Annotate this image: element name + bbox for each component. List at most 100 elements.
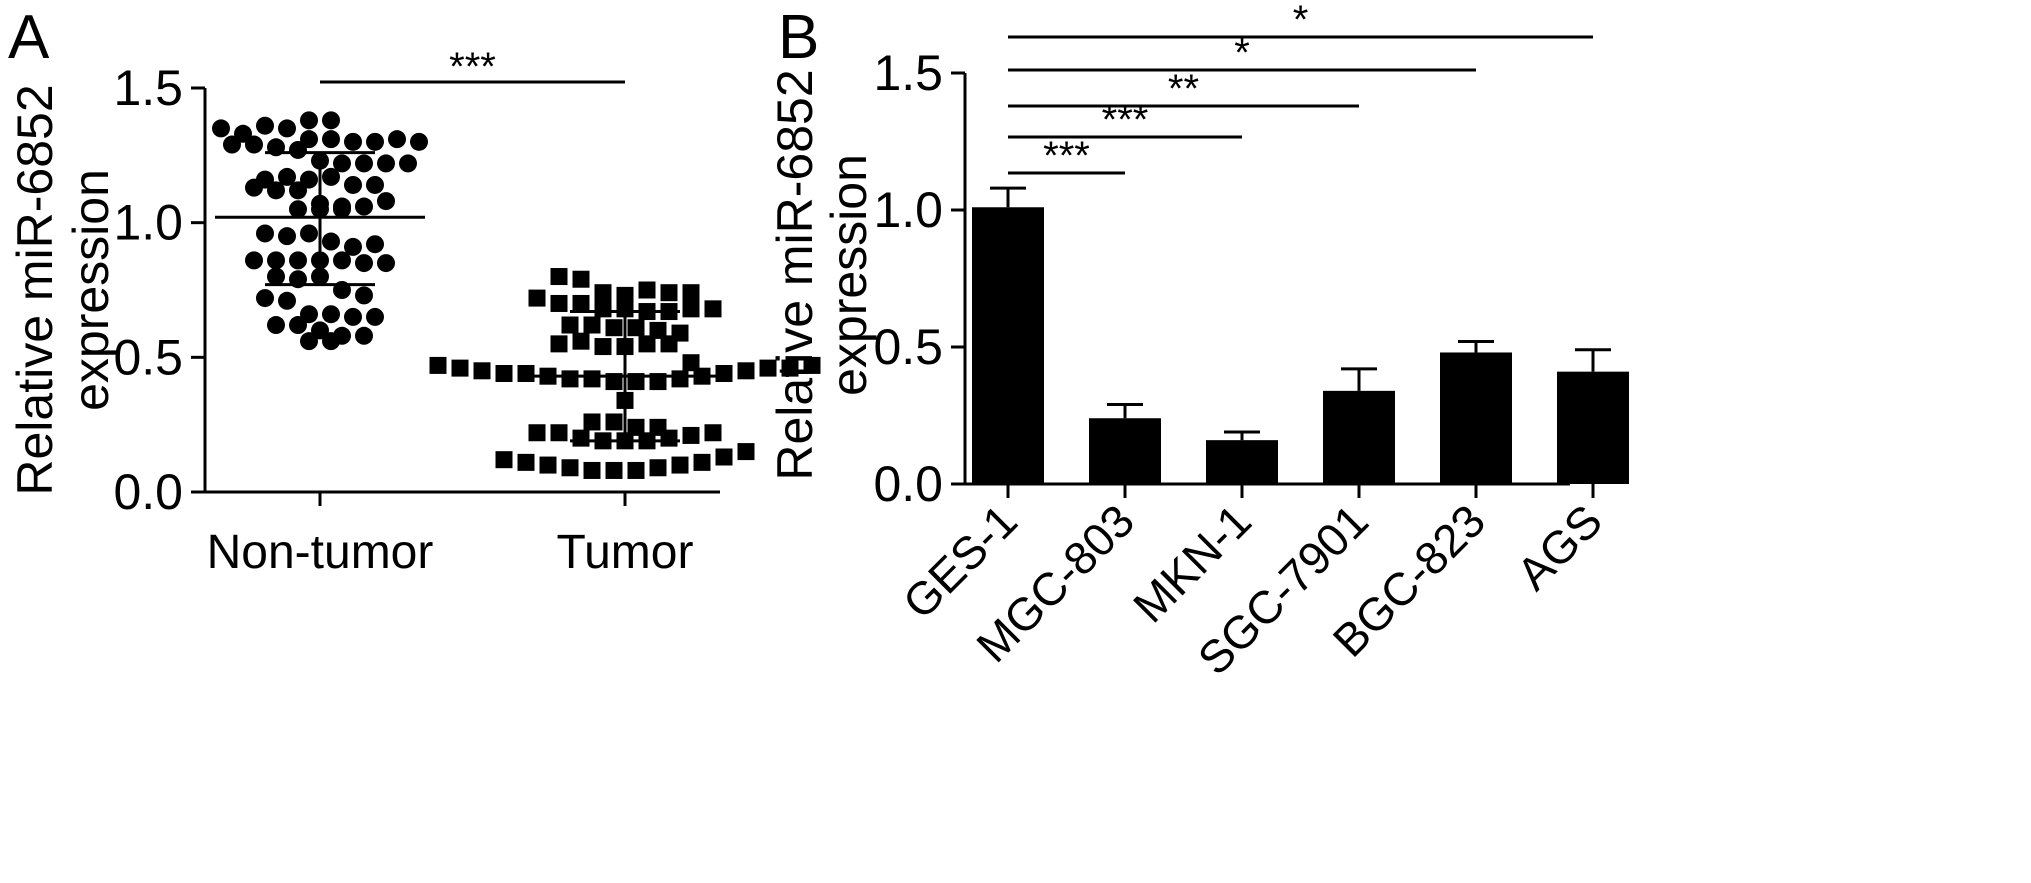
a-point-nontumor [256, 224, 274, 243]
a-point-tumor [627, 319, 645, 337]
a-point-nontumor [355, 254, 373, 273]
a-point-tumor [616, 286, 634, 304]
a-point-nontumor [322, 232, 340, 251]
a-point-nontumor [223, 135, 241, 154]
a-point-nontumor [355, 286, 373, 305]
a-point-nontumor [278, 291, 296, 310]
a-point-tumor [660, 284, 678, 302]
a-point-nontumor [377, 154, 395, 173]
a-point-tumor [550, 268, 568, 286]
a-point-tumor [682, 284, 700, 302]
a-point-tumor [495, 451, 513, 469]
a-y-tick-label: 0.5 [113, 329, 183, 385]
a-point-nontumor [234, 124, 252, 143]
a-point-nontumor [267, 181, 285, 200]
panel-b-label: B [778, 3, 819, 72]
b-y-axis-label-line1: Relative miR-6852 [767, 69, 823, 480]
b-y-tick-label: 0.5 [873, 319, 943, 375]
a-x-tick-label: Tumor [557, 526, 694, 579]
a-point-tumor [671, 456, 689, 474]
a-x-tick-label: Non-tumor [207, 526, 434, 579]
panel-a: A 0.0 0.5 1.0 1.5 Non-tumor Tumor Relative miR-… [7, 3, 821, 579]
a-point-nontumor [289, 181, 307, 200]
a-point-tumor [638, 281, 656, 299]
a-point-nontumor [410, 132, 428, 151]
a-y-axis-label-line1: Relative miR-6852 [7, 84, 63, 495]
b-bar-ges-1 [972, 207, 1044, 484]
b-x-tick-label: AGS [1507, 494, 1612, 599]
a-point-nontumor [300, 170, 318, 189]
a-point-tumor [682, 300, 700, 318]
a-point-nontumor [399, 154, 417, 173]
a-point-nontumor [377, 254, 395, 273]
b-bar-ags [1557, 371, 1629, 484]
a-point-nontumor [289, 251, 307, 270]
a-y-tick-label: 1.0 [113, 195, 183, 251]
a-point-tumor [759, 359, 777, 377]
a-point-nontumor [344, 237, 362, 256]
a-y-tick-label: 1.5 [113, 60, 183, 116]
a-point-nontumor [322, 305, 340, 324]
b-y-tick-label: 0.0 [873, 456, 943, 512]
a-point-nontumor [322, 130, 340, 149]
a-point-nontumor [366, 132, 384, 151]
a-point-nontumor [300, 224, 318, 243]
a-point-tumor [561, 459, 579, 477]
panel-b: B 0.0 0.5 1.0 1.5 Relative miR-6852expression… [767, 0, 1629, 685]
a-point-nontumor [377, 192, 395, 211]
a-point-tumor [704, 300, 722, 318]
a-point-nontumor [322, 167, 340, 186]
a-point-tumor [550, 294, 568, 312]
b-significance-label: *** [1043, 134, 1090, 178]
b-y-tick-label: 1.0 [873, 182, 943, 238]
a-point-tumor [550, 424, 568, 442]
a-point-tumor [682, 426, 700, 444]
a-point-tumor [572, 270, 590, 288]
b-y-axis-label-line2: expression [821, 154, 877, 396]
a-point-nontumor [355, 197, 373, 216]
a-point-tumor [550, 335, 568, 353]
a-point-nontumor [300, 130, 318, 149]
b-significance-label: * [1293, 0, 1309, 42]
a-point-nontumor [300, 305, 318, 324]
a-point-nontumor [344, 132, 362, 151]
a-point-tumor [781, 359, 799, 377]
a-point-nontumor [267, 251, 285, 270]
a-point-nontumor [289, 200, 307, 219]
a-point-nontumor [278, 227, 296, 246]
a-point-tumor [583, 316, 601, 334]
a-point-tumor [682, 354, 700, 372]
a-point-tumor [495, 364, 513, 382]
a-point-tumor [627, 461, 645, 479]
a-significance-label: *** [449, 45, 496, 89]
a-point-tumor [605, 461, 623, 479]
a-point-tumor [715, 448, 733, 466]
b-bar-bgc-823 [1440, 352, 1512, 484]
a-point-nontumor [300, 111, 318, 130]
a-point-tumor [528, 424, 546, 442]
panel-a-label: A [8, 3, 50, 72]
a-point-nontumor [333, 154, 351, 173]
a-point-tumor [572, 294, 590, 312]
a-point-tumor [704, 424, 722, 442]
a-point-nontumor [366, 235, 384, 254]
a-point-tumor [737, 362, 755, 380]
a-point-tumor [561, 370, 579, 388]
a-point-tumor [561, 316, 579, 334]
a-point-nontumor [311, 321, 329, 340]
b-bar-mgc-803 [1089, 418, 1161, 484]
a-point-nontumor [366, 175, 384, 194]
a-y-axis-label-line2: expression [63, 169, 119, 411]
a-point-tumor [693, 453, 711, 471]
a-point-nontumor [212, 119, 230, 138]
a-point-nontumor [256, 289, 274, 308]
a-y-tick-label: 0.0 [113, 464, 183, 520]
a-point-tumor [627, 418, 645, 436]
b-significance-label: * [1234, 31, 1250, 75]
a-point-nontumor [278, 119, 296, 138]
a-point-nontumor [333, 200, 351, 219]
a-point-nontumor [344, 307, 362, 326]
a-point-tumor [660, 335, 678, 353]
a-point-tumor [660, 429, 678, 447]
